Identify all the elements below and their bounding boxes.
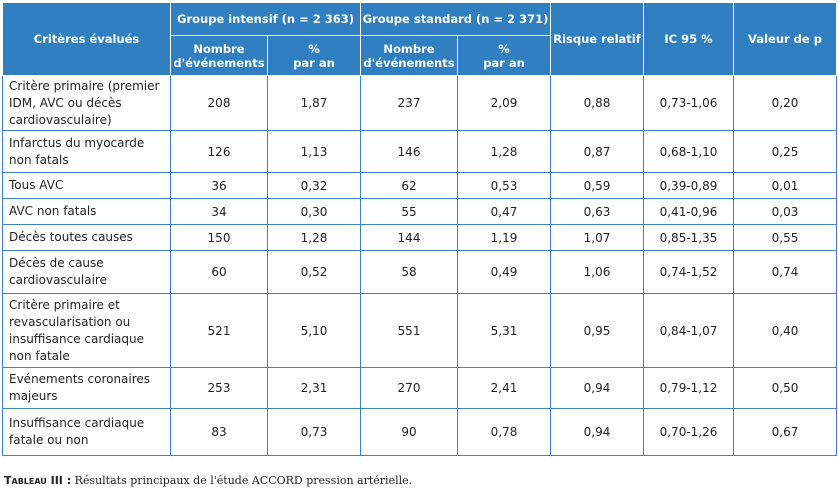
value-cell: 146 bbox=[360, 130, 458, 173]
value-cell: 0,87 bbox=[550, 130, 644, 173]
value-cell: 5,31 bbox=[457, 293, 551, 368]
row-label: Critère primaire (premier IDM, AVC ou dé… bbox=[2, 75, 171, 131]
value-cell: 62 bbox=[360, 172, 458, 199]
value-cell: 0,25 bbox=[733, 130, 837, 173]
value-cell: 1,28 bbox=[267, 224, 361, 251]
value-cell: 60 bbox=[170, 250, 268, 294]
value-cell: 0,41-0,96 bbox=[643, 198, 734, 225]
row-label: Evénements coronaires majeurs bbox=[2, 367, 171, 409]
value-cell: 270 bbox=[360, 367, 458, 409]
value-cell: 0,47 bbox=[457, 198, 551, 225]
value-cell: 144 bbox=[360, 224, 458, 251]
value-cell: 83 bbox=[170, 408, 268, 456]
value-cell: 1,19 bbox=[457, 224, 551, 251]
caption: Tableau III : Résultats principaux de l'… bbox=[4, 474, 412, 487]
subheader-cell: % par an bbox=[457, 35, 551, 76]
value-cell: 551 bbox=[360, 293, 458, 368]
value-cell: 0,01 bbox=[733, 172, 837, 199]
header-cell: Groupe intensif (n = 2 363) bbox=[170, 2, 361, 36]
value-cell: 0,53 bbox=[457, 172, 551, 199]
value-cell: 521 bbox=[170, 293, 268, 368]
value-cell: 0,03 bbox=[733, 198, 837, 225]
value-cell: 0,73 bbox=[267, 408, 361, 456]
header-cell: Risque relatif bbox=[550, 2, 644, 76]
row-label: Décès de cause cardiovasculaire bbox=[2, 250, 171, 294]
value-cell: 1,13 bbox=[267, 130, 361, 173]
value-cell: 1,87 bbox=[267, 75, 361, 131]
value-cell: 1,28 bbox=[457, 130, 551, 173]
value-cell: 0,50 bbox=[733, 367, 837, 409]
header-cell: Critères évalués bbox=[2, 2, 171, 76]
value-cell: 0,63 bbox=[550, 198, 644, 225]
value-cell: 0,79-1,12 bbox=[643, 367, 734, 409]
value-cell: 55 bbox=[360, 198, 458, 225]
value-cell: 0,88 bbox=[550, 75, 644, 131]
value-cell: 0,74 bbox=[733, 250, 837, 294]
row-label: Insuffisance cardiaque fatale ou non bbox=[2, 408, 171, 456]
value-cell: 90 bbox=[360, 408, 458, 456]
value-cell: 150 bbox=[170, 224, 268, 251]
value-cell: 0,20 bbox=[733, 75, 837, 131]
value-cell: 0,68-1,10 bbox=[643, 130, 734, 173]
value-cell: 0,49 bbox=[457, 250, 551, 294]
value-cell: 0,70-1,26 bbox=[643, 408, 734, 456]
value-cell: 2,41 bbox=[457, 367, 551, 409]
value-cell: 0,30 bbox=[267, 198, 361, 225]
value-cell: 58 bbox=[360, 250, 458, 294]
value-cell: 0,59 bbox=[550, 172, 644, 199]
table-row: Insuffisance cardiaque fatale ou non 83 0,… bbox=[2, 408, 837, 456]
value-cell: 0,94 bbox=[550, 408, 644, 456]
table-row: Critère primaire (premier IDM, AVC ou dé… bbox=[2, 75, 837, 131]
table-row: Décès toutes causes 150 1,28 144 1,19 1,07 0,8… bbox=[2, 224, 837, 251]
table-row: Critère primaire et revascularisation ou… bbox=[2, 293, 837, 368]
value-cell: 253 bbox=[170, 367, 268, 409]
table-body: Critère primaire (premier IDM, AVC ou dé… bbox=[2, 75, 837, 456]
value-cell: 36 bbox=[170, 172, 268, 199]
value-cell: 0,84-1,07 bbox=[643, 293, 734, 368]
value-cell: 34 bbox=[170, 198, 268, 225]
value-cell: 237 bbox=[360, 75, 458, 131]
value-cell: 0,55 bbox=[733, 224, 837, 251]
value-cell: 1,07 bbox=[550, 224, 644, 251]
value-cell: 0,94 bbox=[550, 367, 644, 409]
table-row: AVC non fatals 34 0,30 55 0,47 0,63 0,41-0,96 0… bbox=[2, 198, 837, 225]
header-cell: Groupe standard (n = 2 371) bbox=[360, 2, 551, 36]
table-row: Evénements coronaires majeurs 253 2,31 270 2… bbox=[2, 367, 837, 409]
row-label: Tous AVC bbox=[2, 172, 171, 199]
value-cell: 0,52 bbox=[267, 250, 361, 294]
header-cell: IC 95 % bbox=[643, 2, 734, 76]
table-row: Infarctus du myocarde non fatals 126 1,13 1… bbox=[2, 130, 837, 173]
caption-text: Résultats principaux de l'étude ACCORD p… bbox=[74, 474, 413, 487]
value-cell: 0,74-1,52 bbox=[643, 250, 734, 294]
value-cell: 0,78 bbox=[457, 408, 551, 456]
caption-label: Tableau III : bbox=[4, 474, 72, 487]
subheader-cell: % par an bbox=[267, 35, 361, 76]
value-cell: 0,95 bbox=[550, 293, 644, 368]
row-label: Infarctus du myocarde non fatals bbox=[2, 130, 171, 173]
table-row: Décès de cause cardiovasculaire 60 0,52 58 0… bbox=[2, 250, 837, 294]
row-label: Critère primaire et revascularisation ou… bbox=[2, 293, 171, 368]
value-cell: 126 bbox=[170, 130, 268, 173]
value-cell: 0,40 bbox=[733, 293, 837, 368]
header-cell: Valeur de p bbox=[733, 2, 837, 76]
row-label: AVC non fatals bbox=[2, 198, 171, 225]
value-cell: 0,39-0,89 bbox=[643, 172, 734, 199]
value-cell: 208 bbox=[170, 75, 268, 131]
value-cell: 0,73-1,06 bbox=[643, 75, 734, 131]
subheader-cell: Nombre d'événements bbox=[170, 35, 268, 76]
value-cell: 1,06 bbox=[550, 250, 644, 294]
value-cell: 2,09 bbox=[457, 75, 551, 131]
table-row: Tous AVC 36 0,32 62 0,53 0,59 0,39-0,89 0,01 bbox=[2, 172, 837, 199]
value-cell: 0,67 bbox=[733, 408, 837, 456]
results-table: Critères évalués Groupe intensif (n = 2 … bbox=[2, 2, 837, 456]
value-cell: 0,32 bbox=[267, 172, 361, 199]
value-cell: 2,31 bbox=[267, 367, 361, 409]
row-label: Décès toutes causes bbox=[2, 224, 171, 251]
subheader-cell: Nombre d'événements bbox=[360, 35, 458, 76]
value-cell: 0,85-1,35 bbox=[643, 224, 734, 251]
value-cell: 5,10 bbox=[267, 293, 361, 368]
